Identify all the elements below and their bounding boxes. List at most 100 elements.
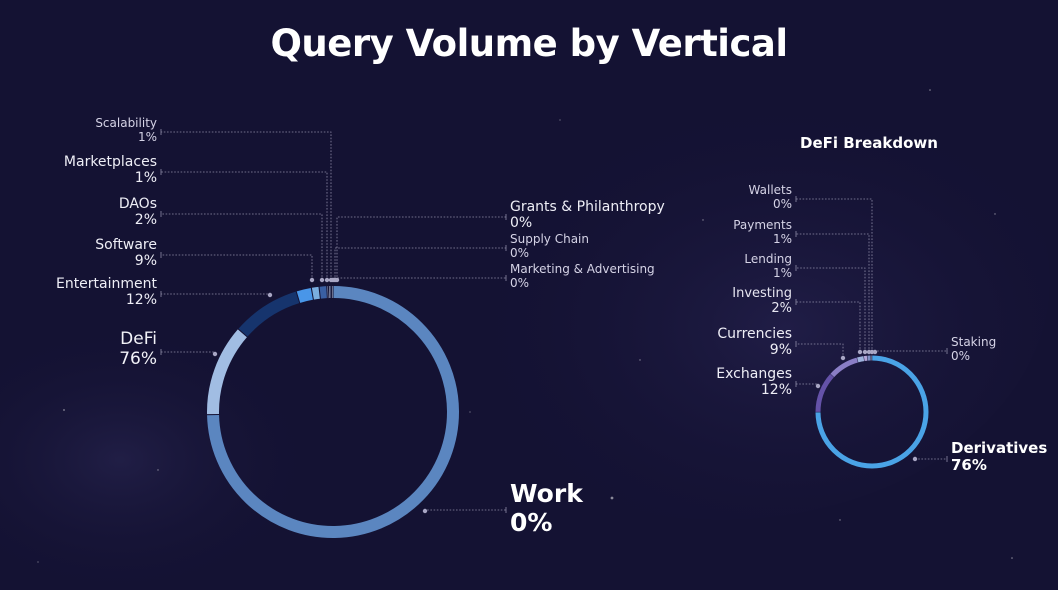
main-label-percent: 12% bbox=[125, 292, 157, 309]
main-slice-software bbox=[238, 291, 300, 337]
main-leader-line-scalability bbox=[161, 131, 332, 280]
defi-label-percent: 0% bbox=[772, 196, 792, 211]
main-label-name: Marketplaces bbox=[63, 154, 157, 170]
defi-leader-dot-investing bbox=[857, 349, 863, 355]
main-label-work: Work 0% bbox=[510, 479, 583, 538]
main-label-percent: 9% bbox=[134, 253, 157, 270]
defi-label-derivatives: Derivatives 76% bbox=[951, 439, 1047, 475]
defi-label-percent: 12% bbox=[760, 382, 792, 399]
main-leader-dot-entertainment bbox=[267, 292, 273, 298]
main-label-name: Grants & Philanthropy bbox=[510, 199, 665, 215]
main-leader-line-work bbox=[424, 509, 506, 511]
main-leader-defi bbox=[160, 349, 218, 357]
main-label-name: Entertainment bbox=[55, 276, 157, 292]
main-leader-grants-and-philanthropy bbox=[334, 214, 507, 283]
main-slice-daos bbox=[296, 287, 313, 303]
main-leader-marketing-and-advertising bbox=[330, 275, 507, 283]
main-leader-dot-defi bbox=[212, 351, 218, 357]
defi-label-percent: 0% bbox=[951, 348, 971, 363]
defi-label-investing: Investing 2% bbox=[732, 286, 792, 317]
main-label-software: Software 9% bbox=[95, 237, 157, 269]
defi-leader-currencies bbox=[795, 341, 846, 361]
main-leader-line-marketplaces bbox=[161, 171, 328, 280]
main-label-daos: DAOs 2% bbox=[119, 196, 157, 228]
defi-label-percent: 1% bbox=[772, 231, 792, 246]
main-label-marketing-and-advertising: Marketing & Advertising 0% bbox=[510, 262, 655, 291]
defi-breakdown-title: DeFi Breakdown bbox=[800, 134, 938, 152]
defi-label-name: Lending bbox=[744, 252, 792, 266]
main-leader-dot-marketplaces bbox=[324, 277, 330, 283]
defi-label-name: Currencies bbox=[717, 326, 792, 342]
main-slice-marketplaces bbox=[311, 286, 320, 300]
main-label-supply-chain: Supply Chain 0% bbox=[510, 232, 589, 261]
main-label-percent: 1% bbox=[134, 170, 157, 187]
defi-label-name: Exchanges bbox=[716, 366, 792, 382]
defi-label-percent: 76% bbox=[951, 456, 987, 475]
main-leader-scalability bbox=[160, 129, 334, 283]
defi-slice-exchanges bbox=[815, 374, 834, 413]
main-label-entertainment: Entertainment 12% bbox=[56, 276, 157, 308]
main-leader-line-defi bbox=[161, 351, 216, 354]
main-label-name: Supply Chain bbox=[510, 232, 589, 246]
main-label-percent: 0% bbox=[510, 215, 533, 232]
defi-label-payments: Payments 1% bbox=[733, 218, 792, 247]
main-leader-line-marketing-and-advertising bbox=[332, 277, 506, 280]
defi-label-name: Payments bbox=[733, 218, 792, 232]
main-label-percent: 0% bbox=[510, 245, 530, 260]
main-leader-line-software bbox=[161, 254, 313, 280]
defi-label-name: Investing bbox=[732, 286, 792, 301]
defi-leader-investing bbox=[795, 299, 863, 355]
main-leader-line-supply-chain bbox=[334, 247, 506, 280]
main-label-name: Marketing & Advertising bbox=[510, 262, 655, 276]
defi-leader-line-investing bbox=[796, 301, 861, 352]
main-label-name: Scalability bbox=[95, 116, 157, 130]
defi-leader-derivatives bbox=[912, 456, 948, 462]
defi-label-name: Wallets bbox=[748, 183, 792, 197]
defi-leader-wallets bbox=[795, 196, 875, 355]
main-leader-line-grants-and-philanthropy bbox=[336, 216, 506, 280]
defi-leader-line-payments bbox=[796, 233, 870, 352]
defi-label-name: Staking bbox=[951, 335, 997, 349]
defi-leader-dot-derivatives bbox=[912, 456, 918, 462]
main-leader-dot-grants-and-philanthropy bbox=[334, 277, 340, 283]
chart-title: Query Volume by Vertical bbox=[270, 22, 788, 65]
defi-slice-investing bbox=[857, 356, 865, 363]
main-leader-dot-software bbox=[309, 277, 315, 283]
defi-label-wallets: Wallets 0% bbox=[748, 183, 792, 212]
defi-leader-line-currencies bbox=[796, 343, 844, 358]
main-slice-scalability bbox=[319, 286, 327, 299]
main-leader-dot-work bbox=[422, 508, 428, 514]
main-slice-entertainment bbox=[207, 329, 247, 415]
defi-leader-dot-currencies bbox=[840, 355, 846, 361]
defi-label-exchanges: Exchanges 12% bbox=[716, 366, 792, 398]
main-label-percent: 1% bbox=[137, 129, 157, 144]
main-label-percent: 0% bbox=[510, 275, 530, 290]
main-leader-daos bbox=[160, 211, 325, 283]
main-label-name: DAOs bbox=[118, 196, 157, 212]
main-leader-supply-chain bbox=[332, 245, 507, 283]
defi-leader-lending bbox=[795, 265, 868, 355]
defi-label-percent: 1% bbox=[772, 265, 792, 280]
defi-leader-dot-exchanges bbox=[815, 383, 821, 389]
main-label-name: Work bbox=[510, 479, 583, 508]
defi-leader-staking bbox=[872, 348, 948, 355]
main-label-name: DeFi bbox=[120, 329, 157, 349]
defi-slice-derivatives bbox=[815, 355, 929, 469]
defi-leader-dot-lending bbox=[862, 349, 868, 355]
main-leader-marketplaces bbox=[160, 169, 330, 283]
defi-slice-currencies bbox=[830, 357, 859, 378]
main-label-grants-and-philanthropy: Grants & Philanthropy 0% bbox=[510, 199, 665, 231]
defi-label-lending: Lending 1% bbox=[744, 252, 792, 281]
defi-leader-line-staking bbox=[874, 350, 947, 352]
main-leader-work bbox=[422, 507, 507, 514]
main-leader-dot-daos bbox=[319, 277, 325, 283]
main-label-marketplaces: Marketplaces 1% bbox=[64, 154, 157, 186]
defi-label-currencies: Currencies 9% bbox=[717, 326, 792, 358]
defi-leader-line-lending bbox=[796, 267, 866, 352]
main-label-defi: DeFi 76% bbox=[119, 329, 157, 369]
defi-leader-line-exchanges bbox=[796, 383, 819, 386]
main-leader-line-daos bbox=[161, 213, 323, 280]
defi-leader-exchanges bbox=[795, 381, 821, 389]
